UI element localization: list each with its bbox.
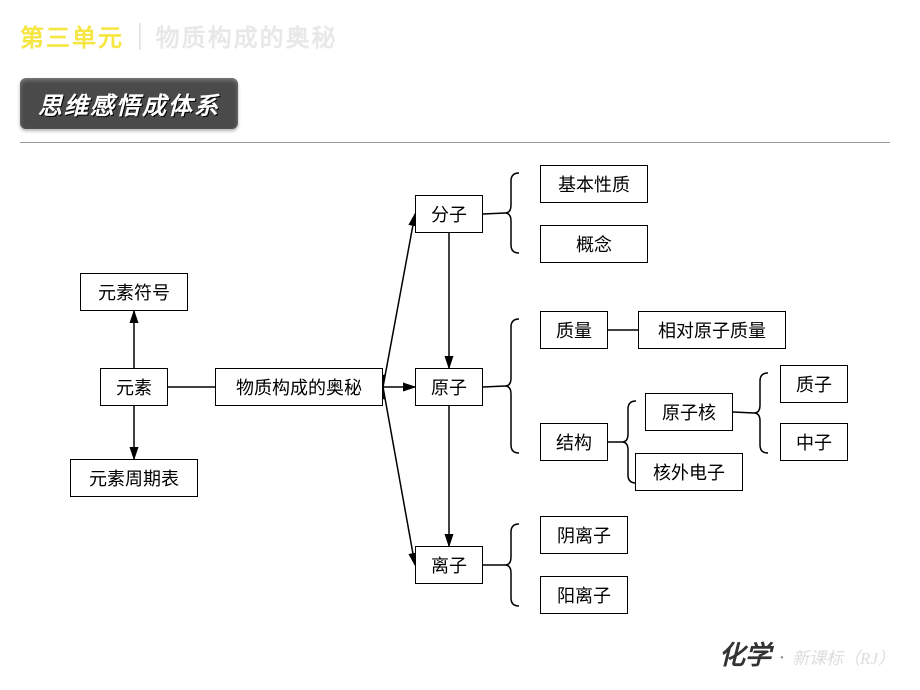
header: 第三单元 │ 物质构成的奥秘 bbox=[0, 0, 920, 63]
node-electron: 核外电子 bbox=[635, 453, 743, 491]
footer-sub: 新课标（RJ） bbox=[792, 649, 895, 668]
node-element: 元素 bbox=[100, 368, 168, 406]
node-relmass: 相对原子质量 bbox=[638, 311, 786, 349]
concept-diagram: 元素符号元素元素周期表 物质构成的奥秘 分子原子离子 基本性质概念质量相对原子质量结构… bbox=[20, 142, 890, 614]
node-anion: 阴离子 bbox=[540, 516, 628, 554]
banner-text: 思维感悟成体系 bbox=[38, 94, 220, 120]
node-cation: 阳离子 bbox=[540, 576, 628, 614]
section-banner: 思维感悟成体系 bbox=[20, 78, 238, 129]
node-table: 元素周期表 bbox=[70, 459, 198, 497]
node-basic: 基本性质 bbox=[540, 165, 648, 203]
header-title: 物质构成的奥秘 bbox=[156, 18, 338, 53]
node-struct: 结构 bbox=[540, 423, 608, 461]
node-concept: 概念 bbox=[540, 225, 648, 263]
header-separator: │ bbox=[132, 23, 148, 49]
node-proton: 质子 bbox=[780, 365, 848, 403]
footer-subject: 化学 bbox=[719, 641, 771, 670]
node-ion: 离子 bbox=[415, 546, 483, 584]
footer-dot: · bbox=[779, 647, 784, 669]
footer: 化学 · 新课标（RJ） bbox=[719, 635, 895, 672]
node-symbol: 元素符号 bbox=[80, 273, 188, 311]
node-molecule: 分子 bbox=[415, 195, 483, 233]
node-neutron: 中子 bbox=[780, 423, 848, 461]
node-mass: 质量 bbox=[540, 311, 608, 349]
node-atom: 原子 bbox=[415, 368, 483, 406]
header-unit: 第三单元 bbox=[20, 18, 124, 53]
node-nucleus: 原子核 bbox=[645, 393, 733, 431]
node-center: 物质构成的奥秘 bbox=[215, 368, 383, 406]
